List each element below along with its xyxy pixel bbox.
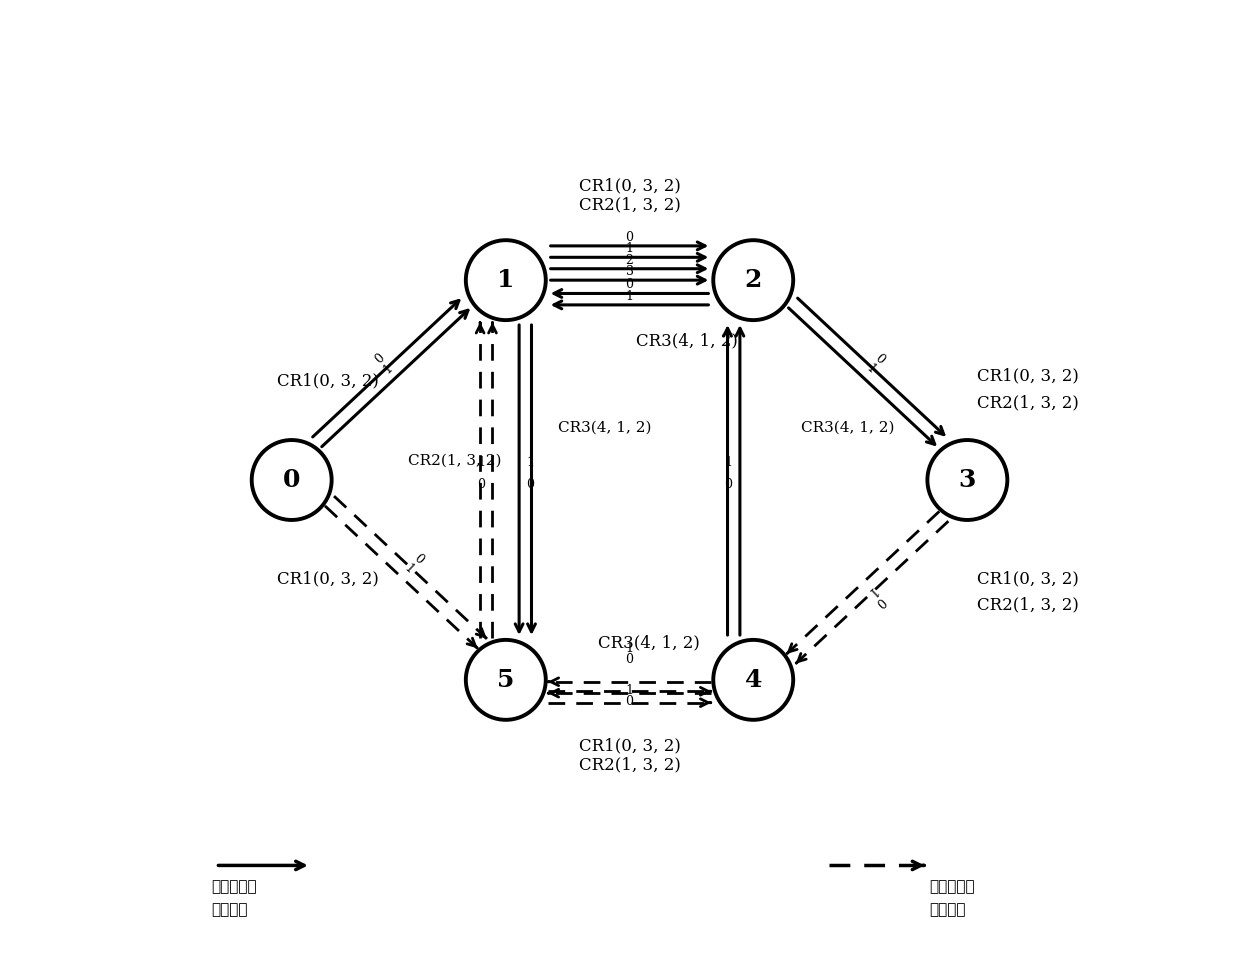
Text: 0: 0 bbox=[625, 654, 634, 666]
Text: CR2(1, 3, 2): CR2(1, 3, 2) bbox=[977, 596, 1079, 613]
Text: 1: 1 bbox=[724, 456, 733, 469]
Text: 0: 0 bbox=[477, 478, 485, 492]
Text: CR1(0, 3, 2): CR1(0, 3, 2) bbox=[278, 372, 379, 390]
Text: 1: 1 bbox=[497, 268, 515, 292]
Text: 0: 0 bbox=[625, 230, 634, 244]
Text: 0: 0 bbox=[372, 351, 387, 367]
Text: CR1(0, 3, 2): CR1(0, 3, 2) bbox=[977, 570, 1079, 588]
Text: 0: 0 bbox=[873, 593, 887, 609]
Circle shape bbox=[713, 640, 794, 720]
Text: 1: 1 bbox=[863, 584, 878, 598]
Text: CR3(4, 1, 2): CR3(4, 1, 2) bbox=[558, 420, 652, 435]
Text: CR2(1, 3, 2): CR2(1, 3, 2) bbox=[408, 454, 501, 468]
Text: CR3(4, 1, 2): CR3(4, 1, 2) bbox=[598, 635, 699, 651]
Text: 3: 3 bbox=[959, 468, 976, 492]
Text: CR2(1, 3, 2): CR2(1, 3, 2) bbox=[579, 197, 681, 213]
Text: 0: 0 bbox=[625, 695, 634, 708]
Text: 1: 1 bbox=[863, 362, 878, 376]
Text: 1: 1 bbox=[381, 362, 396, 376]
Circle shape bbox=[252, 440, 331, 520]
Text: 5: 5 bbox=[497, 668, 515, 692]
Text: 1: 1 bbox=[625, 684, 634, 697]
Circle shape bbox=[466, 640, 546, 720]
Text: CR3(4, 1, 2): CR3(4, 1, 2) bbox=[801, 420, 894, 435]
Text: 1: 1 bbox=[625, 242, 634, 255]
Text: 2: 2 bbox=[744, 268, 761, 292]
Text: 1: 1 bbox=[527, 456, 534, 469]
Text: 0: 0 bbox=[527, 478, 534, 492]
Text: 3: 3 bbox=[625, 265, 634, 278]
Text: 1: 1 bbox=[477, 456, 485, 469]
Text: 的频谱隙: 的频谱隙 bbox=[211, 903, 247, 918]
Text: 0: 0 bbox=[283, 468, 300, 492]
Text: 1: 1 bbox=[402, 562, 417, 576]
Circle shape bbox=[928, 440, 1007, 520]
Text: 0: 0 bbox=[873, 351, 887, 367]
Circle shape bbox=[713, 240, 794, 320]
Text: 的频谱隙: 的频谱隙 bbox=[929, 903, 966, 918]
Text: CR1(0, 3, 2): CR1(0, 3, 2) bbox=[579, 737, 681, 754]
Text: 0: 0 bbox=[724, 478, 733, 492]
Text: 保护路径上: 保护路径上 bbox=[929, 879, 975, 894]
Text: 1: 1 bbox=[625, 290, 634, 302]
Text: CR3(4, 1, 2): CR3(4, 1, 2) bbox=[636, 332, 738, 349]
Text: CR2(1, 3, 2): CR2(1, 3, 2) bbox=[579, 756, 681, 773]
Text: 0: 0 bbox=[625, 278, 634, 292]
Text: 2: 2 bbox=[625, 253, 634, 267]
Text: 4: 4 bbox=[744, 668, 761, 692]
Text: 0: 0 bbox=[410, 552, 425, 566]
Text: CR1(0, 3, 2): CR1(0, 3, 2) bbox=[278, 570, 379, 588]
Text: CR1(0, 3, 2): CR1(0, 3, 2) bbox=[977, 368, 1079, 385]
Text: CR1(0, 3, 2): CR1(0, 3, 2) bbox=[579, 178, 681, 195]
Text: 1: 1 bbox=[625, 642, 634, 655]
Text: 工作路径上: 工作路径上 bbox=[211, 879, 257, 894]
Circle shape bbox=[466, 240, 546, 320]
Text: CR2(1, 3, 2): CR2(1, 3, 2) bbox=[977, 395, 1079, 412]
